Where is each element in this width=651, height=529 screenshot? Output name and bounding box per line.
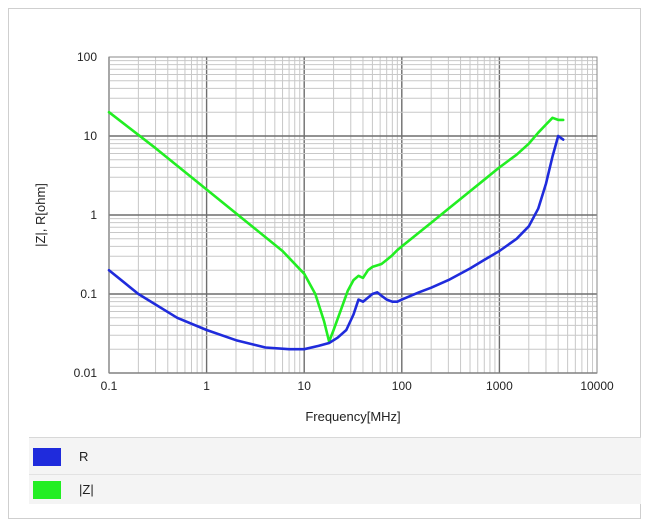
series-line-r [107, 134, 565, 351]
x-axis-label: Frequency[MHz] [305, 409, 400, 424]
plot-border [108, 56, 598, 374]
series-layer [107, 110, 565, 351]
chart-panel: 0.1 1 10 100 1000 10000 0.01 0.1 1 10 100 Frequen… [8, 8, 641, 519]
x-tick-label: 0.1 [101, 379, 118, 393]
y-axis-ticks: 0.01 0.1 1 10 100 [74, 50, 98, 380]
legend-swatch-r [33, 448, 61, 466]
legend-item-z: |Z| [29, 474, 641, 503]
x-tick-label: 1000 [486, 379, 513, 393]
legend-item-r: R [29, 442, 641, 470]
grid [108, 57, 597, 374]
y-axis-label: |Z|, R[ohm] [33, 183, 48, 247]
y-tick-label: 100 [77, 50, 97, 64]
x-tick-label: 10000 [580, 379, 614, 393]
x-tick-label: 10 [298, 379, 312, 393]
legend-label-r: R [79, 449, 89, 464]
series-line-z [107, 110, 565, 343]
x-axis-ticks: 0.1 1 10 100 1000 10000 [101, 379, 614, 393]
y-tick-label: 1 [90, 208, 97, 222]
y-tick-label: 0.01 [74, 366, 98, 380]
legend-label-z: |Z| [79, 482, 94, 497]
x-tick-label: 1 [203, 379, 210, 393]
legend-swatch-z [33, 481, 61, 499]
x-tick-label: 100 [392, 379, 412, 393]
legend: R |Z| [29, 437, 641, 504]
y-tick-label: 0.1 [80, 287, 97, 301]
y-tick-label: 10 [84, 129, 98, 143]
